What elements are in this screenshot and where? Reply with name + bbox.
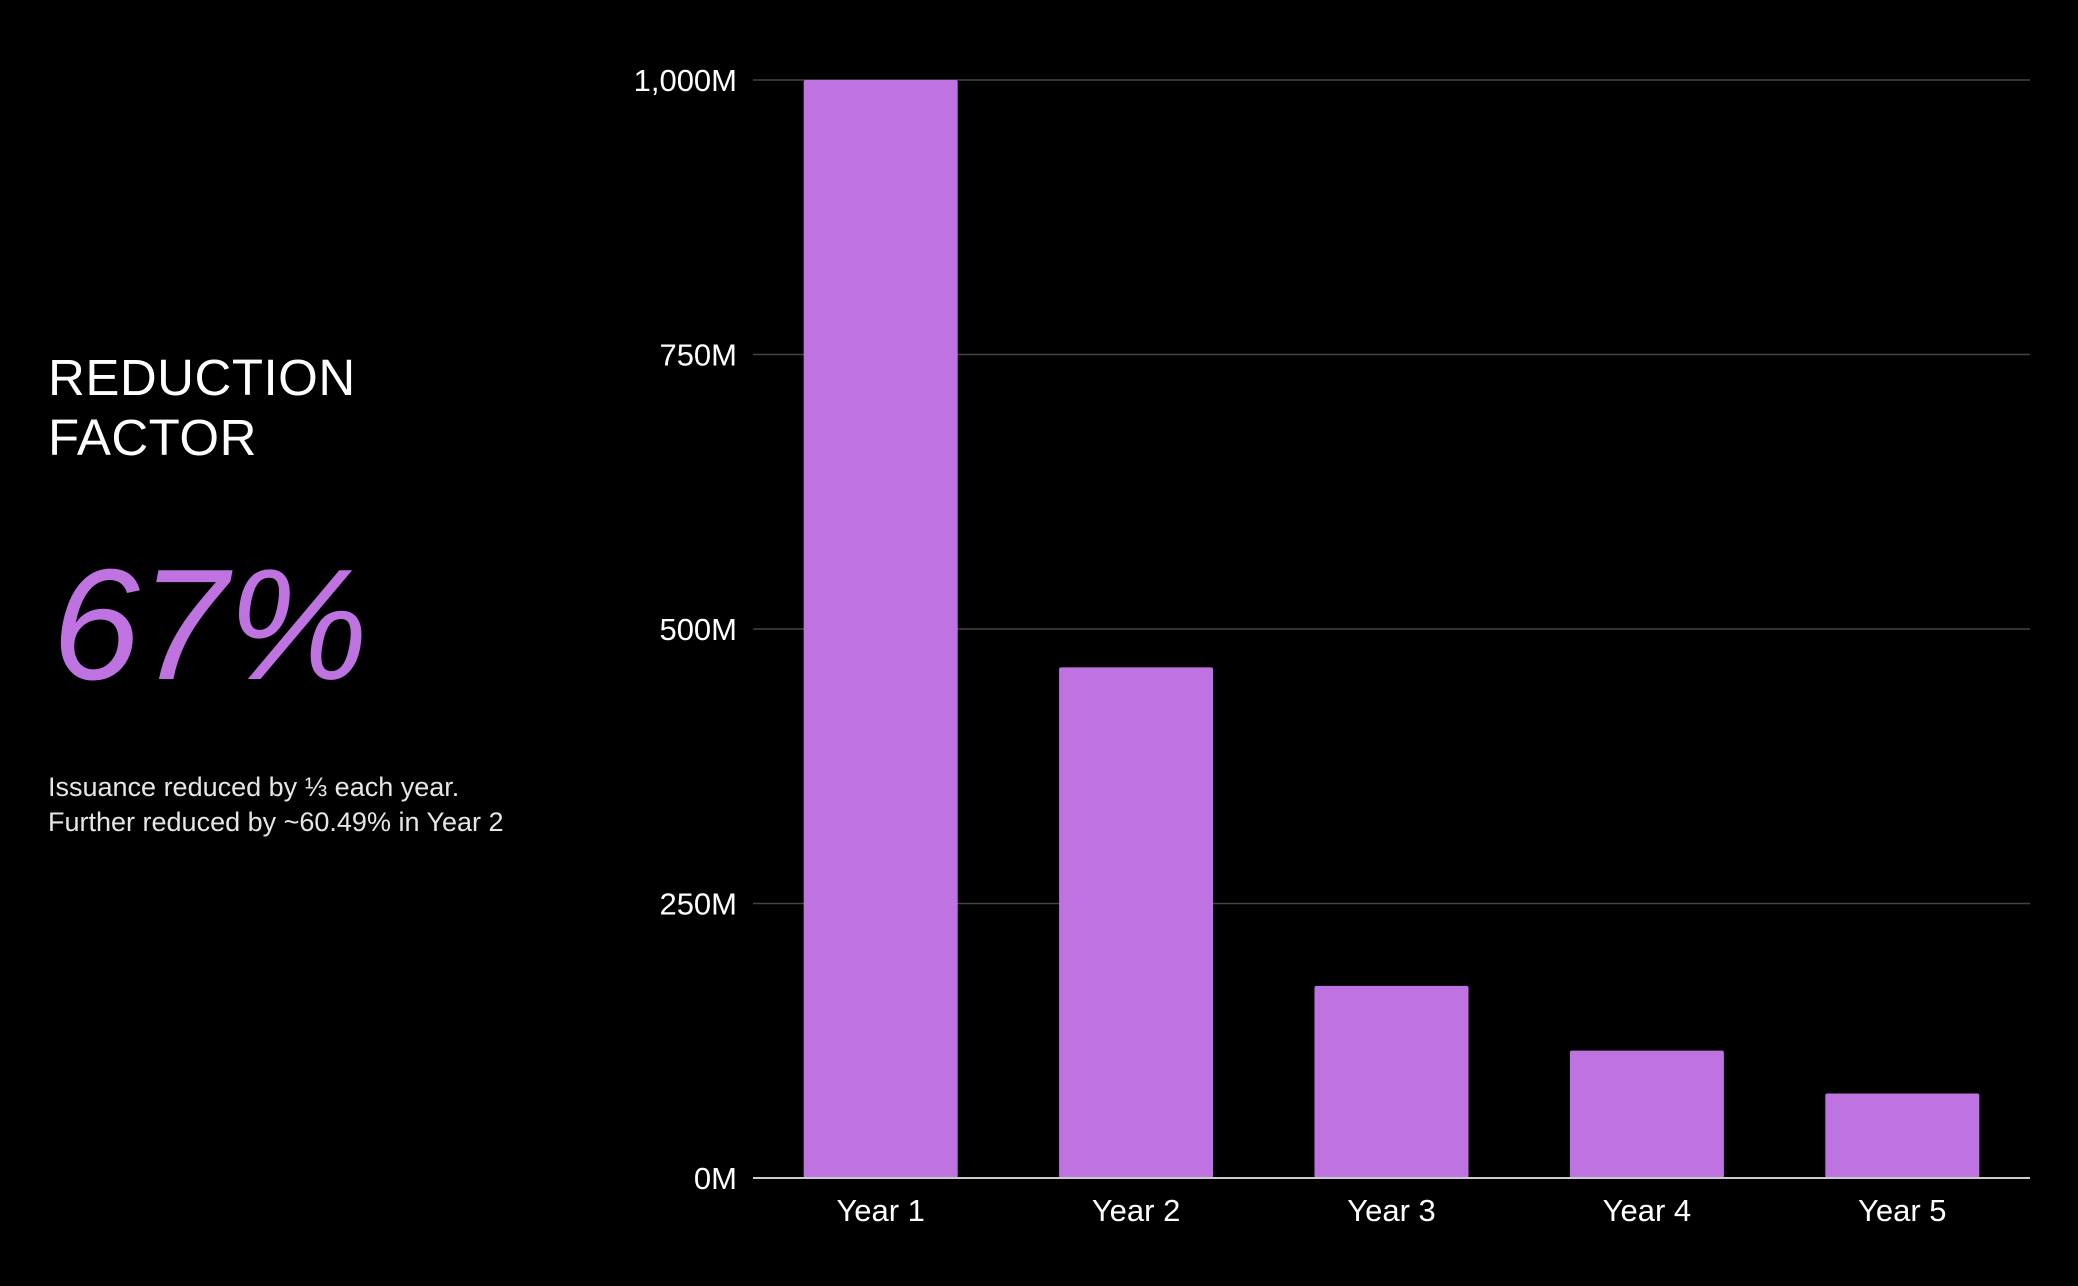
bar-year-3 — [1314, 985, 1469, 1178]
reduction-factor-heading: REDUCTION FACTOR — [48, 348, 356, 468]
bar-year-5 — [1825, 1093, 1980, 1178]
bar-year-4 — [1569, 1050, 1724, 1178]
x-tick-label: Year 2 — [1092, 1193, 1181, 1228]
x-tick-label: Year 3 — [1347, 1193, 1436, 1228]
bar-year-2 — [1059, 667, 1214, 1178]
x-tick-label: Year 5 — [1858, 1193, 1947, 1228]
y-tick-label: 250M — [659, 887, 737, 922]
y-tick-label: 500M — [659, 612, 737, 647]
y-tick-label: 750M — [659, 338, 737, 373]
heading-line-1: REDUCTION — [48, 349, 356, 406]
x-tick-label: Year 4 — [1603, 1193, 1692, 1228]
bar-year-1 — [803, 80, 958, 1178]
reduction-note: Issuance reduced by ⅓ each year. Further… — [48, 770, 504, 840]
heading-line-2: FACTOR — [48, 409, 257, 466]
y-tick-label: 0M — [694, 1161, 737, 1196]
summary-panel: REDUCTION FACTOR 67% Issuance reduced by… — [48, 0, 608, 1286]
reduction-factor-value: 67% — [52, 537, 369, 713]
note-line-2: Further reduced by ~60.49% in Year 2 — [48, 807, 504, 837]
note-line-1: Issuance reduced by ⅓ each year. — [48, 772, 460, 802]
x-tick-label: Year 1 — [836, 1193, 925, 1228]
y-tick-label: 1,000M — [634, 63, 737, 98]
